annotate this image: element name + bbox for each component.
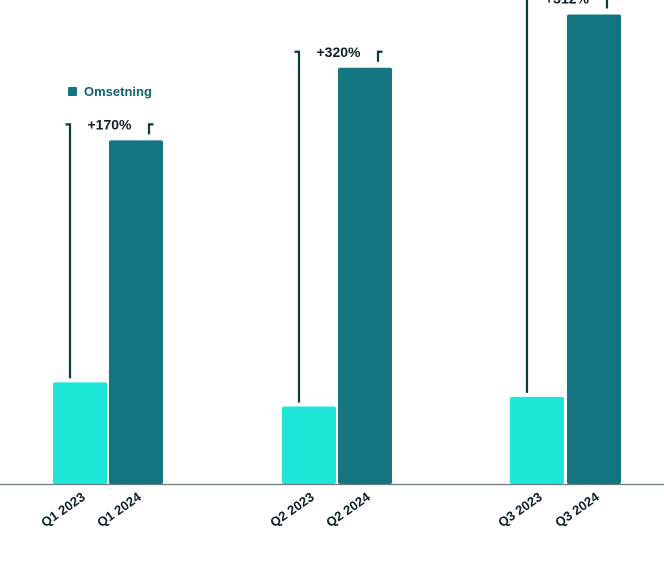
bar-q1-2023 [53,382,107,484]
x-tick-label-q2-2023: Q2 2023 [267,489,316,530]
annotation-label-3: +312% [545,0,590,7]
annotation-bracket-right-1 [147,123,154,135]
x-tick-label-q2-2024: Q2 2024 [323,489,373,530]
annotation-bracket-left-3 [525,0,529,393]
bar-q2-2023 [282,406,336,484]
x-tick-label-q3-2023: Q3 2023 [495,489,544,530]
annotation-label-1: +170% [88,116,133,132]
x-tick-label-q1-2024: Q1 2024 [94,489,144,530]
x-tick-label-q1-2023: Q1 2023 [38,489,87,530]
bar-q2-2024 [338,67,392,484]
annotation-bracket-right-3 [605,0,609,9]
bar-q1-2024 [109,140,163,485]
annotation-bracket-left-1 [65,123,72,379]
annotation-bracket-right-2 [376,50,383,62]
bar-q3-2024 [567,14,621,485]
legend-label-omsetning: Omsetning [84,84,152,99]
annotation-bracket-left-2 [294,50,301,403]
bar-q3-2023 [510,396,564,484]
annotation-label-2: +320% [317,44,362,60]
x-tick-label-q3-2024: Q3 2024 [552,489,602,530]
legend-swatch-omsetning [68,87,77,96]
